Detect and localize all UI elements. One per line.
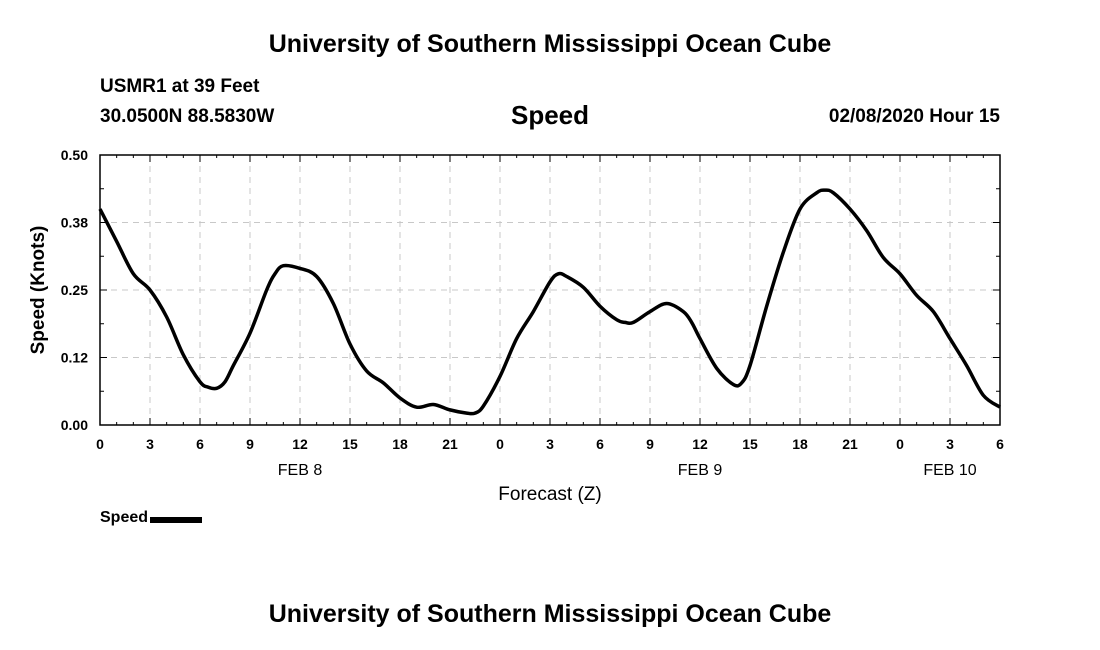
x-tick-label: 6 <box>996 436 1004 452</box>
day-label: FEB 9 <box>678 462 723 479</box>
plot-frame <box>99 154 1001 426</box>
x-tick-label: 9 <box>246 436 254 452</box>
x-tick-label: 21 <box>842 436 858 452</box>
x-tick-label: 15 <box>742 436 758 452</box>
x-tick-label: 9 <box>646 436 654 452</box>
x-tick-label: 0 <box>96 436 104 452</box>
x-tick-label: 0 <box>896 436 904 452</box>
x-tick-label: 0 <box>496 436 504 452</box>
x-tick-label: 12 <box>292 436 308 452</box>
x-tick-label: 18 <box>792 436 808 452</box>
forecast-datetime: 02/08/2020 Hour 15 <box>828 106 1000 127</box>
footer-title: University of Southern Mississippi Ocean… <box>268 600 832 628</box>
y-tick-label: 0.25 <box>61 282 88 298</box>
x-tick-label: 18 <box>392 436 408 452</box>
y-tick-label: 0.00 <box>61 417 88 433</box>
legend-label: Speed <box>100 509 149 526</box>
legend-swatch <box>150 516 203 523</box>
day-label: FEB 10 <box>923 462 976 479</box>
x-tick-label: 15 <box>342 436 358 452</box>
coordinates-label: 30.0500N 88.5830W <box>100 106 275 127</box>
x-tick-label: 6 <box>196 436 204 452</box>
x-tick-label: 12 <box>692 436 708 452</box>
x-axis-label: Forecast (Z) <box>498 484 601 505</box>
day-label: FEB 8 <box>278 462 323 479</box>
x-tick-label: 6 <box>596 436 604 452</box>
x-tick-label: 21 <box>442 436 458 452</box>
speed-series-line <box>98 188 1002 416</box>
y-tick-label: 0.50 <box>61 147 88 163</box>
chart-title: Speed <box>510 100 590 130</box>
page-title: University of Southern Mississippi Ocean… <box>268 30 832 58</box>
y-tick-label: 0.12 <box>61 350 88 366</box>
station-label: USMR1 at 39 Feet <box>100 76 260 97</box>
x-tick-label: 3 <box>146 436 154 452</box>
y-axis-label: Speed (Knots) <box>28 226 49 355</box>
x-tick-label: 3 <box>546 436 554 452</box>
legend: Speed <box>100 509 203 527</box>
x-tick-label: 3 <box>946 436 954 452</box>
y-tick-label: 0.38 <box>61 215 88 231</box>
